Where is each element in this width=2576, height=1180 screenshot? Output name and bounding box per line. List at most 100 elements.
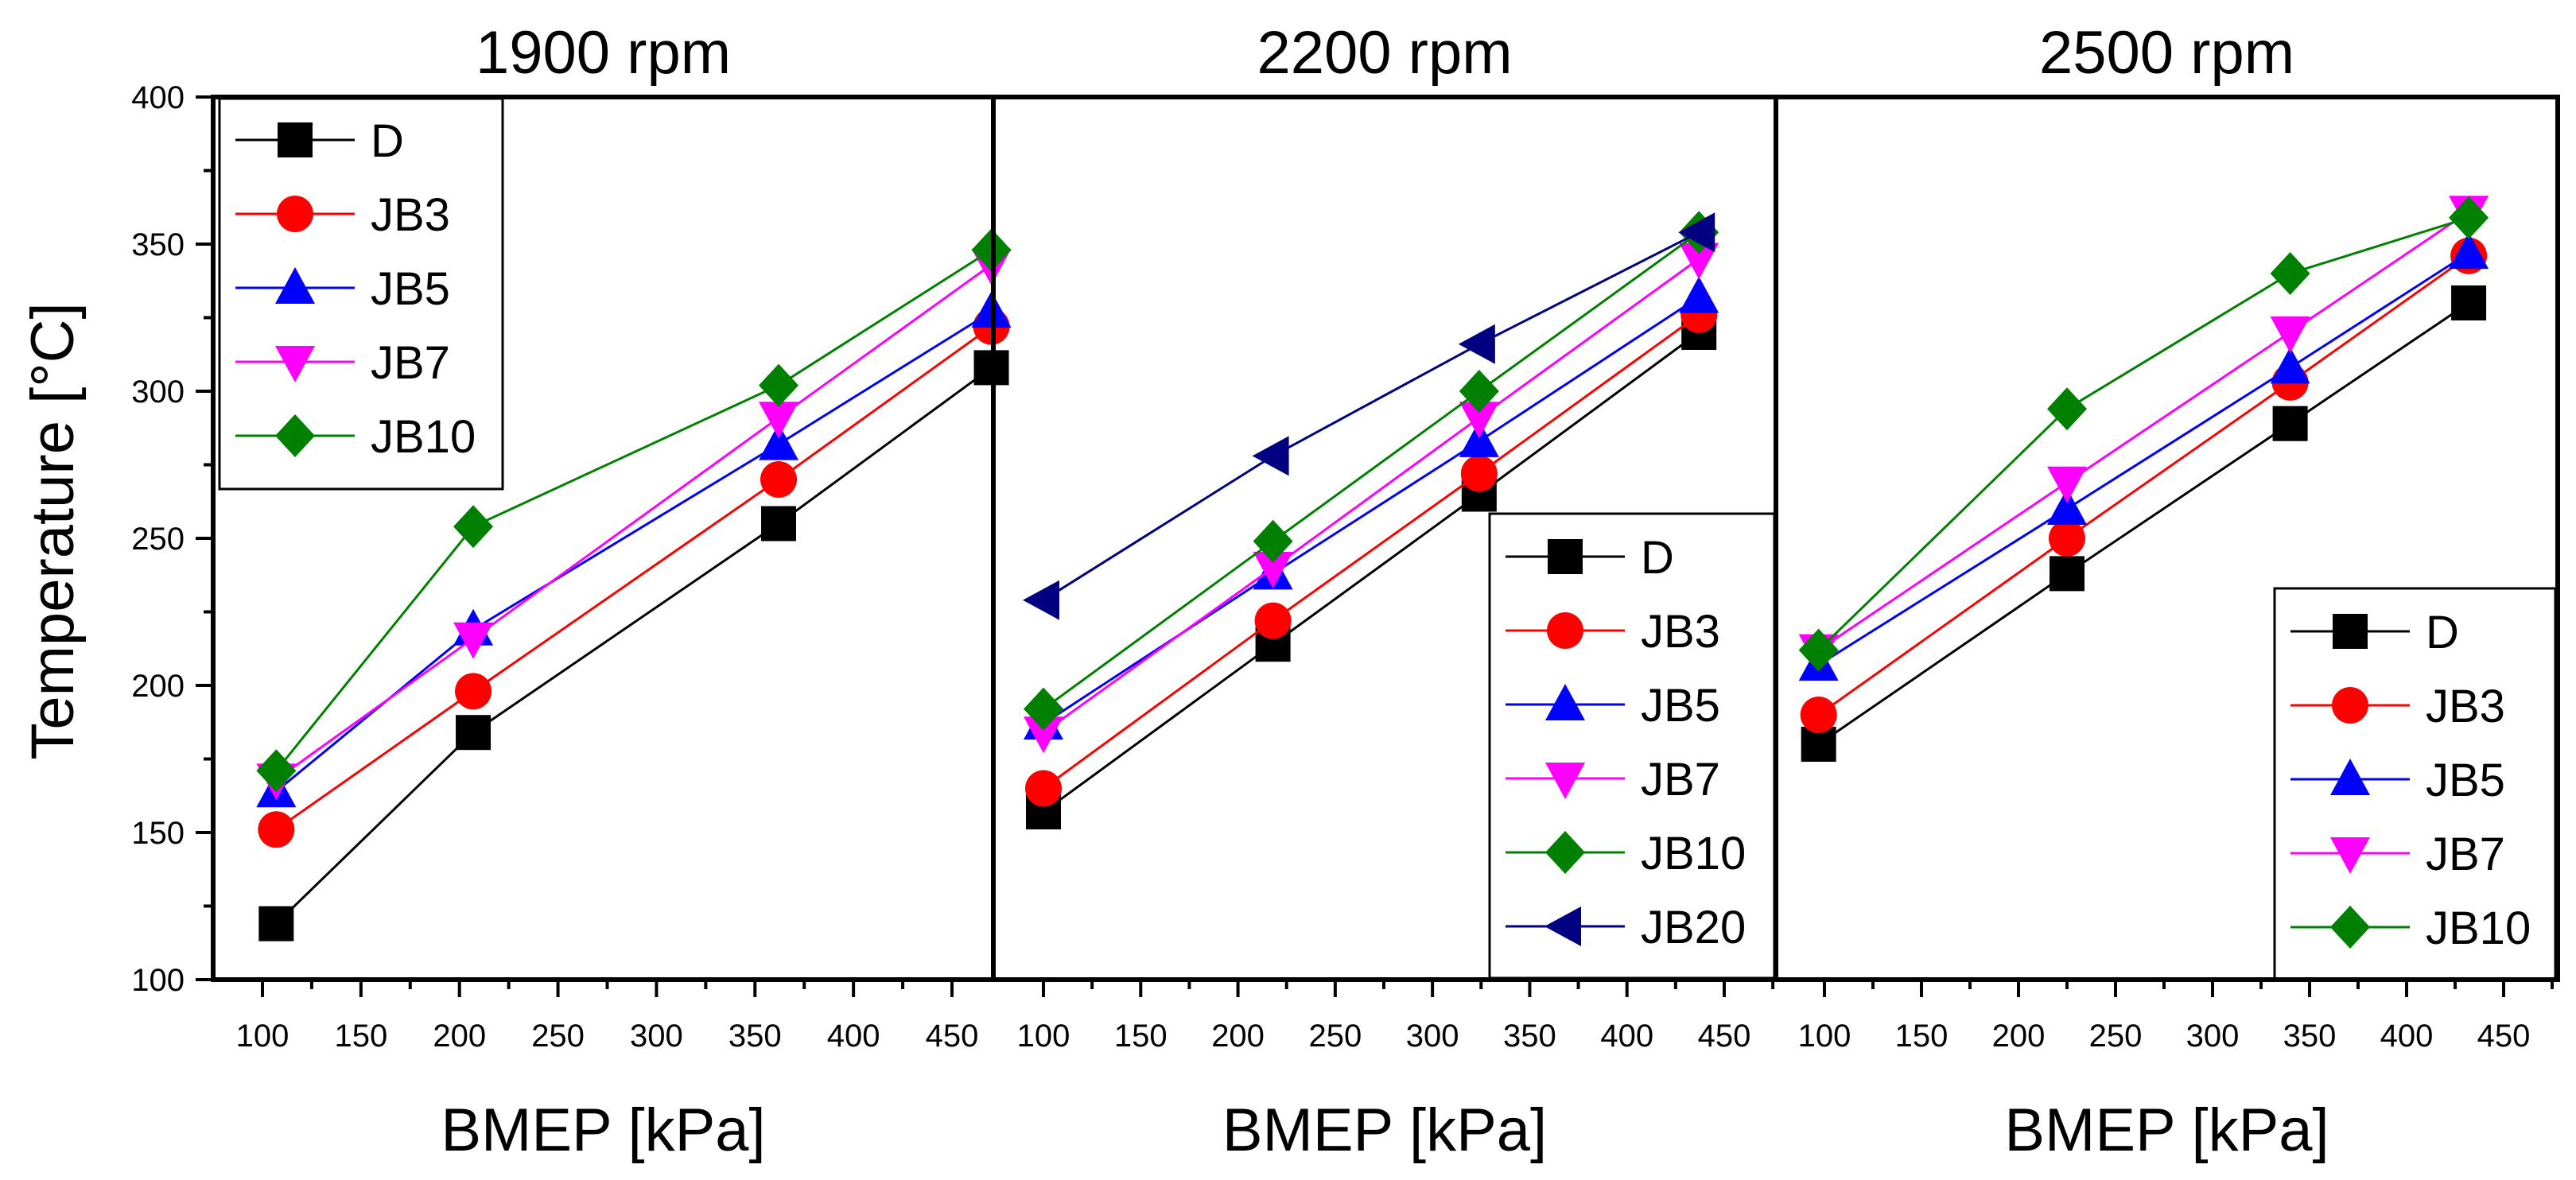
legend-marker-JB7	[275, 346, 315, 382]
x-tick-label: 300	[2186, 1019, 2240, 1054]
panel-title: 2200 rpm	[1257, 19, 1512, 87]
legend-label-JB7: JB7	[371, 337, 450, 389]
data-point-JB7	[1679, 243, 1719, 280]
series-line-JB7	[1817, 211, 2469, 651]
data-point-JB7	[453, 622, 494, 659]
data-point-JB10	[759, 363, 799, 407]
data-point-D	[2272, 406, 2308, 441]
y-tick-label: 250	[131, 522, 185, 557]
data-point-JB20	[1678, 212, 1715, 253]
series-line-JB10	[1817, 216, 2469, 651]
x-tick-label: 300	[1406, 1019, 1459, 1054]
plot-frame-3	[1774, 95, 2560, 982]
data-point-JB3	[1254, 602, 1292, 639]
data-point-D	[456, 715, 491, 751]
data-point-JB5	[759, 423, 799, 460]
legend-marker-JB7	[1545, 763, 1585, 799]
data-point-JB5	[2047, 488, 2087, 525]
x-axis-title: BMEP [kPa]	[441, 1097, 765, 1164]
data-point-JB3	[1460, 455, 1498, 492]
series-JB7	[1024, 243, 1719, 754]
series-line-JB5	[1817, 251, 2469, 666]
series-JB5	[1798, 232, 2489, 681]
series-line-JB3	[1817, 254, 2469, 716]
legend-label-JB3: JB3	[371, 189, 450, 241]
legend-marker-JB10	[275, 414, 315, 457]
x-tick-label: 450	[926, 1019, 979, 1054]
panel-2: 2200 rpm 100 150 200 250 300 350 400 450 BMEP [kP…	[1017, 19, 1776, 1164]
series-line-JB7	[1043, 258, 1700, 734]
legend-label-JB3: JB3	[2426, 681, 2505, 732]
legend-marker-JB5	[2330, 759, 2370, 795]
panel-title: 2500 rpm	[2039, 19, 2294, 87]
x-axis-title: BMEP [kPa]	[2004, 1097, 2329, 1164]
x-tick-label: 400	[827, 1019, 880, 1054]
data-point-JB5	[2449, 232, 2489, 270]
legend-marker-JB5	[1545, 684, 1585, 720]
data-point-JB7	[2047, 466, 2087, 503]
y-tick-label: 350	[131, 227, 185, 262]
data-point-JB5	[2270, 347, 2310, 384]
legend-marker-JB5	[275, 267, 315, 304]
legend-marker-JB3	[277, 196, 313, 232]
x-tick-label: 150	[1114, 1019, 1168, 1054]
legend-marker-JB3	[2332, 687, 2368, 724]
legend-marker-JB20	[1544, 906, 1581, 946]
x-tick-label: 250	[531, 1019, 585, 1054]
x-tick-label: 100	[236, 1019, 289, 1054]
data-point-JB10	[1459, 370, 1499, 413]
legend-label-JB10: JB10	[1641, 828, 1746, 879]
data-point-JB10	[1798, 628, 1839, 672]
panel-1: 1900 rpm 100 150 200 250 300 350 400 450 BMEP [kP…	[218, 19, 1012, 1164]
legend-label-D: D	[1641, 532, 1674, 584]
series-line-D	[1043, 331, 1700, 813]
x-tick-label: 350	[1503, 1019, 1556, 1054]
data-point-JB5	[1459, 420, 1499, 457]
y-tick-label: 200	[131, 669, 185, 704]
data-point-JB20	[1458, 324, 1495, 364]
data-point-JB7	[1459, 402, 1499, 439]
x-tick-label: 350	[2283, 1019, 2337, 1054]
data-point-JB10	[1024, 687, 1063, 731]
x-tick-label: 350	[729, 1019, 782, 1054]
y-axis: 100 150 200 250 300 350 400	[131, 80, 213, 998]
series-D	[1801, 285, 2487, 762]
series-line-JB5	[275, 310, 993, 793]
x-tick-label: 250	[2089, 1019, 2143, 1054]
legend-marker-D	[1548, 539, 1583, 574]
data-point-JB3	[760, 461, 798, 498]
legend: D JB3 JB5 JB7 JB10	[2273, 587, 2557, 980]
x-tick-label: 400	[1600, 1019, 1653, 1054]
data-point-JB7	[1024, 716, 1063, 754]
legend-marker-JB7	[2330, 837, 2370, 874]
y-tick-label: 150	[131, 816, 185, 851]
x-tick-label: 250	[1308, 1019, 1362, 1054]
data-point-JB3	[2049, 520, 2085, 557]
series-JB3	[1025, 296, 1718, 807]
y-tick-label: 100	[131, 963, 185, 998]
data-point-JB10	[2449, 196, 2489, 239]
x-tick-label: 100	[1798, 1019, 1851, 1054]
panels-layer: 1900 rpm 100 150 200 250 300 350 400 450 BMEP [kP…	[131, 19, 2560, 1164]
legend: D JB3 JB5 JB7 JB10 JB20	[1488, 512, 1776, 980]
series-JB20	[1023, 212, 1715, 620]
data-point-JB10	[2270, 252, 2310, 295]
legend-label-JB3: JB3	[1641, 606, 1720, 658]
series-line-JB20	[1043, 231, 1700, 601]
data-point-JB3	[1800, 697, 1837, 733]
legend-label-JB7: JB7	[2426, 829, 2505, 880]
x-tick-label: 150	[1895, 1019, 1949, 1054]
legend-label-JB5: JB5	[371, 263, 450, 315]
data-point-JB7	[2270, 316, 2310, 353]
legend-marker-D	[278, 122, 313, 157]
series-line-JB10	[275, 249, 993, 772]
legend-marker-JB3	[1547, 612, 1583, 649]
legend-label-JB20: JB20	[1641, 902, 1746, 953]
legend-label-JB10: JB10	[2426, 902, 2531, 954]
legend-label-JB10: JB10	[371, 411, 476, 463]
series-line-D	[275, 367, 993, 925]
x-tick-label: 300	[630, 1019, 683, 1054]
data-point-JB20	[1252, 436, 1289, 476]
plot-frames	[211, 95, 2560, 982]
panel-title: 1900 rpm	[476, 19, 731, 87]
